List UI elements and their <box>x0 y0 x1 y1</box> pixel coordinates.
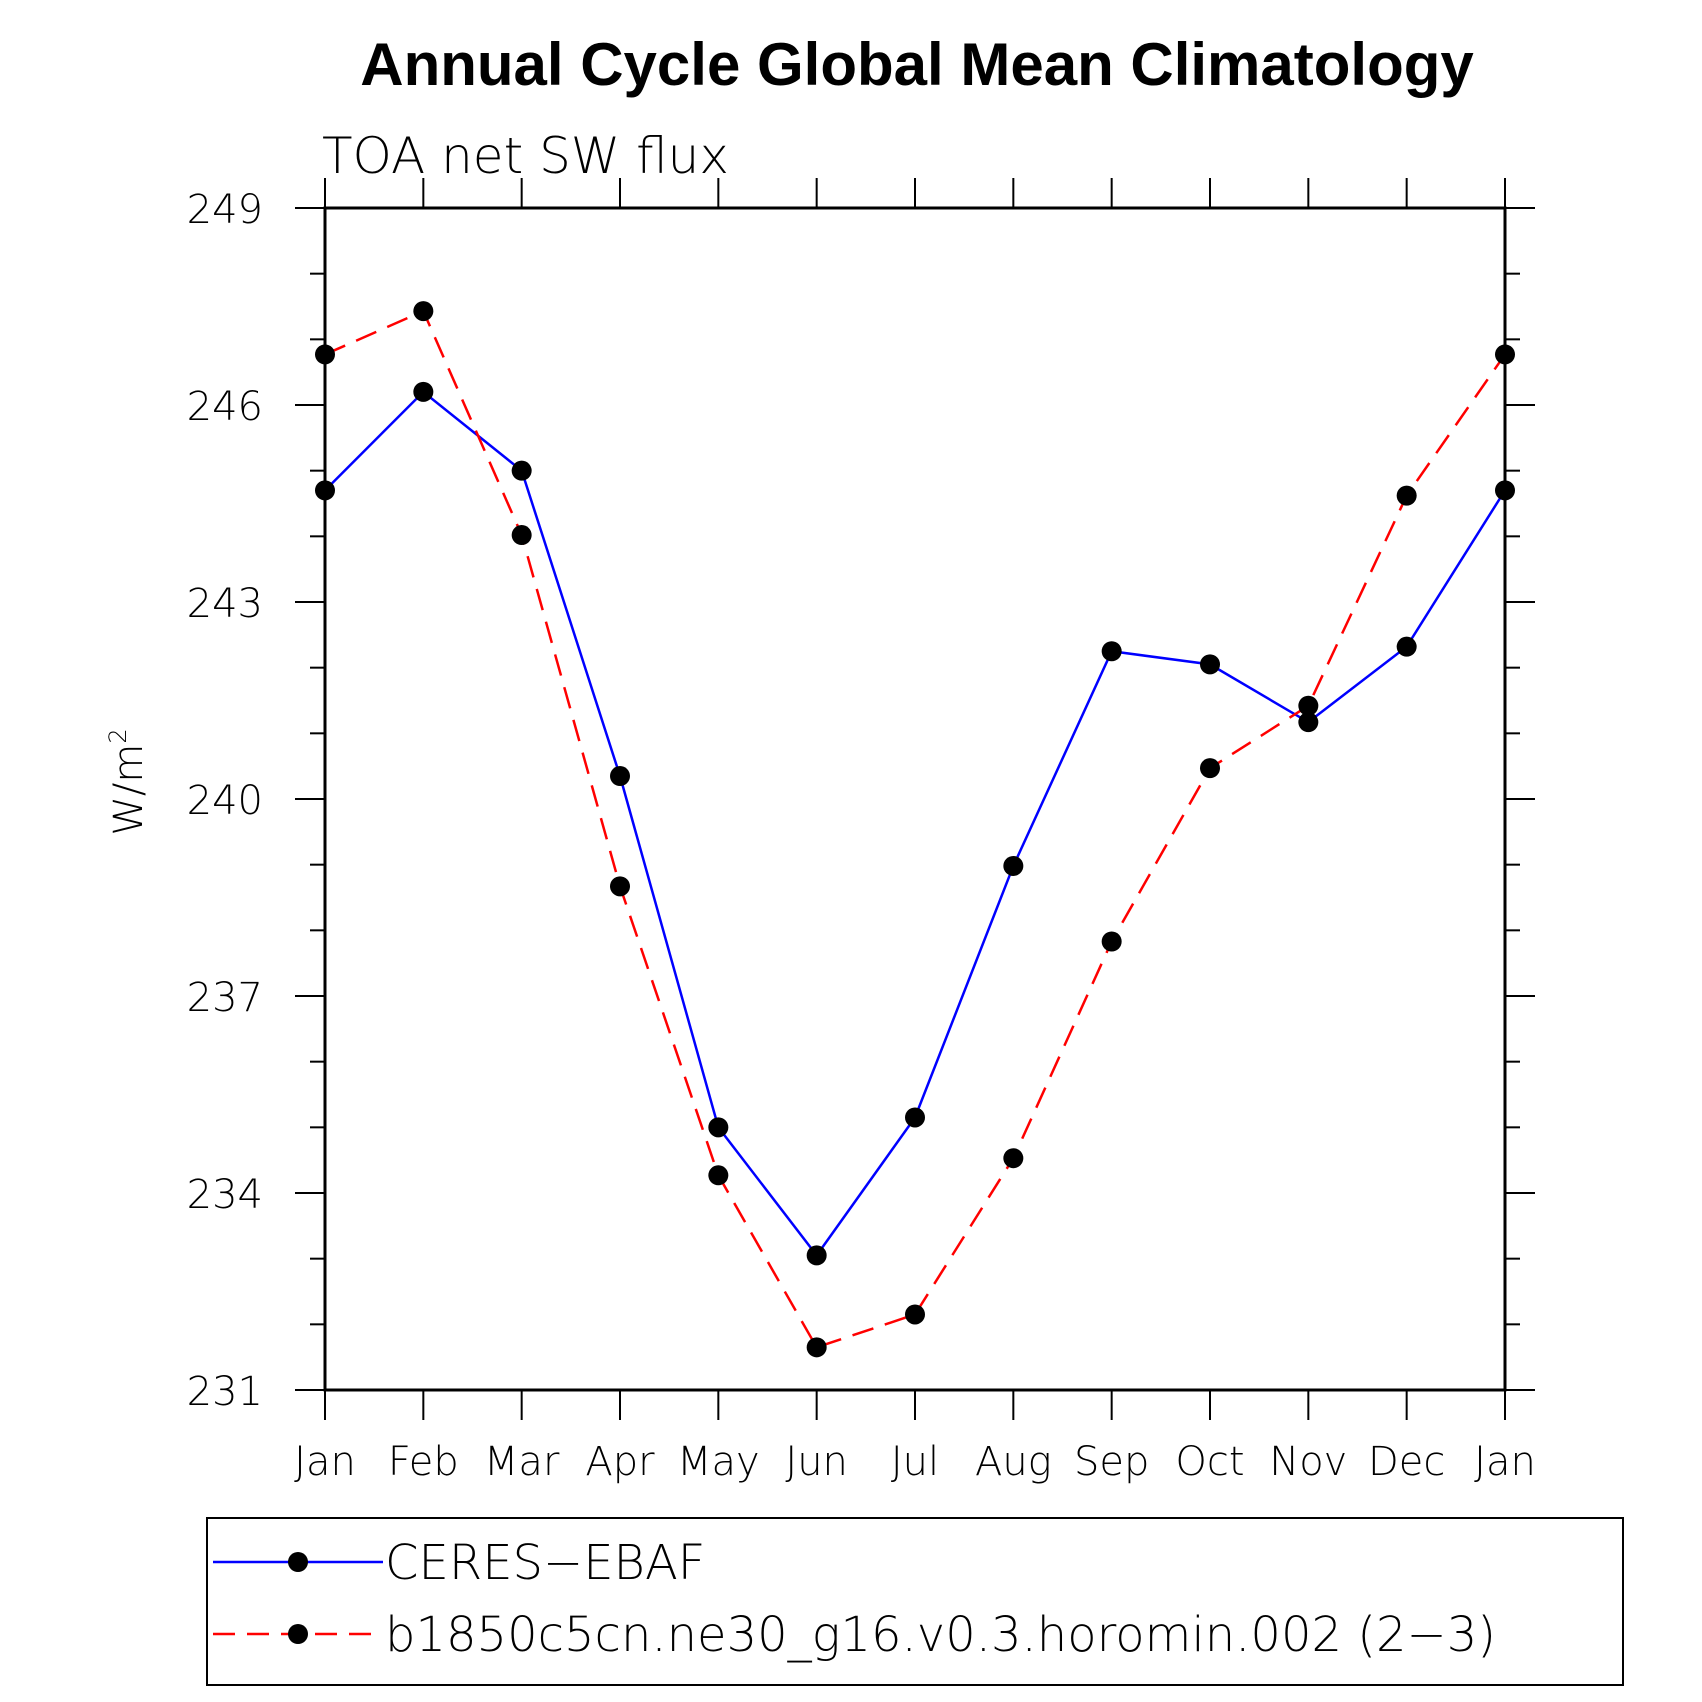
legend-swatch-marker <box>288 1552 308 1572</box>
y-tick-label: 237 <box>187 975 263 1021</box>
legend: CERES−EBAF b1850c5cn.ne30_g16.v0.3.horomi… <box>206 1517 1624 1686</box>
series-1-point <box>1298 712 1319 733</box>
series-2-point <box>1003 1148 1024 1169</box>
series-2-point <box>511 525 532 546</box>
series-1-point <box>905 1107 925 1128</box>
legend-label: CERES−EBAF <box>385 1535 705 1591</box>
chart-subtitle: TOA net SW flux <box>322 127 729 185</box>
y-tick-label: 243 <box>187 581 263 627</box>
series-2-point <box>413 301 434 322</box>
y-tick-label: 231 <box>187 1369 263 1415</box>
x-tick-label: Jun <box>785 1439 848 1485</box>
series-1-point <box>1495 480 1515 501</box>
series-1-point <box>1101 641 1122 662</box>
series-2-point <box>1396 485 1417 506</box>
x-tick-label: Sep <box>1074 1439 1149 1485</box>
series-1-point <box>1003 855 1024 876</box>
y-axis-label: W/m <box>106 744 152 836</box>
series-1-point <box>708 1117 729 1138</box>
y-tick-label: 249 <box>187 187 263 233</box>
series-2-point <box>610 876 630 897</box>
series-1-point <box>413 381 434 402</box>
x-tick-label: Aug <box>975 1439 1052 1485</box>
series-2-point <box>1101 931 1122 952</box>
x-tick-label: Apr <box>585 1439 655 1485</box>
series-2-point <box>315 344 335 365</box>
legend-box <box>206 1517 1624 1686</box>
series-1-point <box>610 766 630 787</box>
x-tick-label: Jan <box>1474 1439 1536 1485</box>
series-line-2 <box>324 309 1507 1349</box>
series-2-point <box>905 1304 925 1325</box>
svg-text:W/m2: W/m2 <box>104 728 152 835</box>
series-2-point <box>1495 344 1515 365</box>
series-layer <box>315 301 1515 1358</box>
legend-label: b1850c5cn.ne30_g16.v0.3.horomin.002 (2−3… <box>385 1607 1496 1663</box>
series-1-point <box>806 1245 827 1266</box>
series-1-point <box>1200 654 1220 675</box>
plot-axes: 231 234 237 240 243 246 249 Jan Feb Mar Apr May Jun J… <box>187 178 1536 1485</box>
plot-frame <box>323 206 1507 1392</box>
series-2-point <box>1200 758 1220 779</box>
series-2-point <box>806 1337 827 1358</box>
series-1-point <box>511 460 532 481</box>
y-tick-label: 240 <box>187 778 263 824</box>
y-tick-label: 246 <box>187 384 263 430</box>
series-1-point <box>1396 636 1417 657</box>
x-tick-label: Oct <box>1175 1439 1244 1485</box>
y-axis-label-superscript: 2 <box>104 728 132 743</box>
x-tick-label: Feb <box>388 1439 459 1485</box>
x-tick-label: Nov <box>1269 1439 1347 1485</box>
series-2-point <box>1298 695 1319 716</box>
legend-swatch-marker <box>288 1624 308 1644</box>
x-tick-label: Jan <box>294 1439 356 1485</box>
series-2-point <box>708 1165 729 1186</box>
y-tick-label: 234 <box>187 1172 263 1218</box>
y-axis-title: W/m2 <box>104 728 152 835</box>
x-tick-label: Jul <box>891 1439 939 1485</box>
x-tick-label: Dec <box>1368 1439 1445 1485</box>
x-tick-label: Mar <box>484 1439 560 1485</box>
chart-title: Annual Cycle Global Mean Climatology <box>360 31 1474 98</box>
x-tick-label: May <box>677 1439 760 1485</box>
series-1-point <box>315 480 335 501</box>
